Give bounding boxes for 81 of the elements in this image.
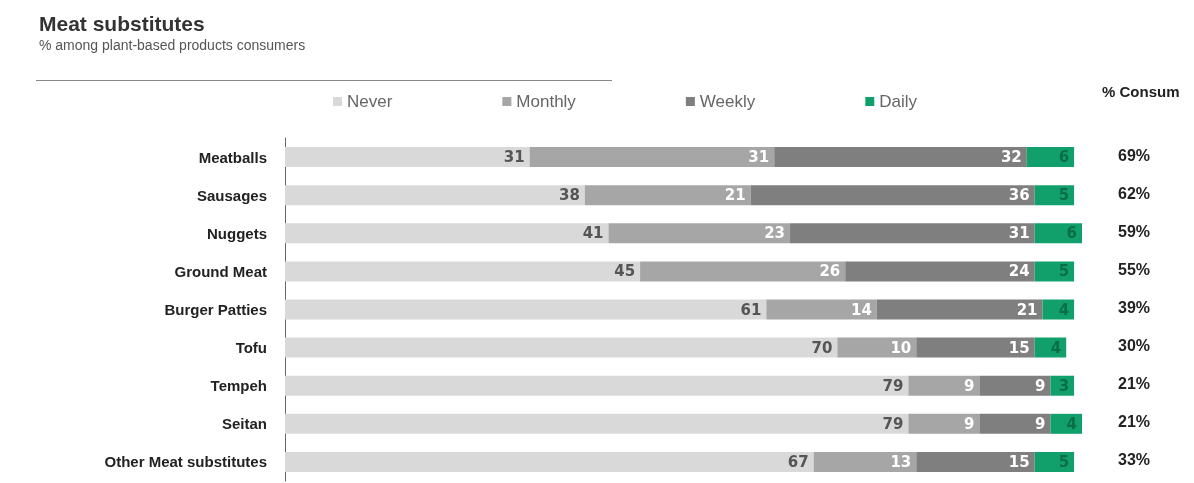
bar [640,261,846,282]
bar [1034,223,1082,244]
data-label: 31 [748,148,770,167]
bar [813,451,917,472]
y-tick-label: Other Meat substitutes [104,453,267,471]
text: % Consum [1102,83,1180,100]
data-label: 13 [890,452,912,471]
data-label: 70 [811,338,833,357]
data-label: 79 [882,414,904,433]
y-tick-label: Meatballs [198,148,267,166]
bar [774,147,1027,168]
text: 21% [1118,375,1151,393]
chart-title: Meat substitutes [39,12,205,35]
bar [584,185,751,206]
data-label: 26 [819,262,841,281]
data-label: 36 [1008,186,1030,205]
data-label: 45 [614,262,636,281]
bar [285,147,530,168]
y-tick-label: Sausages [196,186,267,204]
data-label: 9 [963,376,975,395]
data-label: 9 [963,414,975,433]
text: 33% [1118,451,1151,469]
text: 55% [1118,260,1151,278]
bar [790,223,1035,244]
data-label: 41 [582,224,604,243]
y-tick-label: Seitan [221,415,267,433]
data-label: 67 [787,452,809,471]
text: 21% [1118,413,1151,431]
bar [1026,147,1075,168]
bar [916,451,1035,472]
bar [285,337,838,358]
text: % among plant-based products consumers [39,37,306,53]
data-label: 15 [1008,452,1030,471]
bar [908,413,980,434]
bar [285,185,585,206]
legend-label: Monthly [516,92,577,111]
data-label: 23 [764,224,786,243]
bar [285,261,641,282]
y-tick-label: Nuggets [207,224,267,242]
data-label: 9 [1035,414,1046,433]
bar [608,223,791,244]
bar [979,375,1051,396]
bar [750,185,1035,206]
legend-label: Weekly [699,92,756,111]
data-label: 9 [1035,376,1046,395]
data-label: 21 [1016,300,1038,319]
data-label: 21 [724,186,746,205]
text: 62% [1118,184,1151,202]
y-tick-label: Ground Meat [174,262,267,280]
bar [845,261,1035,282]
bar [285,299,767,320]
bar [285,375,909,396]
bar [766,299,877,320]
legend-label: Daily [879,92,918,111]
text: 39% [1118,299,1151,316]
bar [285,451,814,472]
y-tick-label: Tofu [235,339,267,357]
data-label: 38 [558,186,580,205]
data-label: 14 [850,300,872,319]
bar [916,337,1035,358]
data-label: 79 [882,376,904,395]
text: 69% [1118,146,1151,164]
bar [285,413,909,434]
bar [979,413,1051,434]
y-tick-label: Burger Patties [164,301,267,318]
bar [908,375,980,396]
bar [285,223,609,244]
data-label: 10 [890,338,912,357]
legend-label: Never [347,92,393,111]
data-label: 31 [1008,224,1030,243]
bar [876,299,1043,320]
data-label: 32 [1000,148,1022,167]
data-label: 24 [1008,262,1030,281]
data-label: 15 [1008,338,1030,357]
bar [837,337,917,358]
text: 59% [1118,222,1151,240]
data-label: 31 [503,148,525,167]
data-label: 61 [740,300,762,319]
bar [529,147,775,168]
text: 30% [1118,337,1151,355]
y-tick-label: Tempeh [210,377,267,395]
